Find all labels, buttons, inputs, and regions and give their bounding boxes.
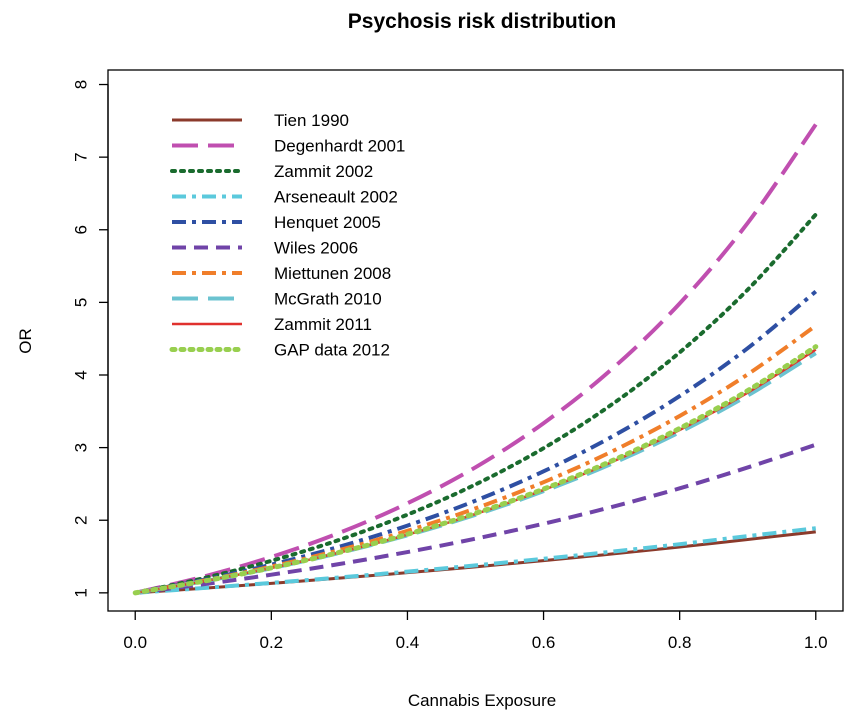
legend: Tien 1990 Degenhardt 2001 Zammit 2002 Arsen…: [169, 111, 405, 360]
y-tick-label: 6: [71, 225, 90, 234]
series-line: [132, 344, 819, 596]
legend-label: Henquet 2005: [274, 213, 381, 232]
y-tick-label: 7: [71, 152, 90, 161]
legend-label: Zammit 2002: [274, 162, 373, 181]
series-line: [134, 123, 818, 595]
legend-label: Tien 1990: [274, 111, 349, 130]
y-tick-label: 3: [71, 443, 90, 452]
series-line: [134, 442, 817, 595]
plot-frame: [107, 69, 844, 612]
legend-label: Wiles 2006: [274, 239, 358, 258]
y-tick-label: 5: [71, 298, 90, 307]
y-tick-label: 1: [71, 588, 90, 597]
x-tick-label: 1.0: [804, 633, 828, 652]
series-line: [134, 289, 818, 595]
x-tick-label: 0.0: [123, 633, 147, 652]
x-axis: 0.0 0.2 0.4 0.6 0.8 1.0: [123, 610, 828, 652]
y-axis-label: OR: [16, 328, 35, 354]
series-line: [135, 348, 817, 595]
legend-label: GAP data 2012: [274, 341, 390, 360]
x-tick-label: 0.2: [260, 633, 284, 652]
legend-label: Miettunen 2008: [274, 264, 391, 283]
x-tick-label: 0.6: [532, 633, 556, 652]
y-axis: 1 2 3 4 5 6 7 8: [71, 80, 109, 598]
y-tick-label: 2: [71, 515, 90, 524]
legend-label: Zammit 2011: [274, 315, 372, 334]
x-tick-label: 0.4: [396, 633, 420, 652]
series-line: [135, 526, 817, 595]
x-axis-label: Cannabis Exposure: [408, 691, 556, 710]
y-tick-label: 8: [71, 80, 90, 89]
legend-label: Arseneault 2002: [274, 188, 398, 207]
series-layer: [132, 123, 819, 596]
series-line: [134, 351, 817, 595]
legend-label: McGrath 2010: [274, 290, 382, 309]
series-line: [134, 323, 817, 595]
series-line: [133, 212, 818, 595]
x-tick-label: 0.8: [668, 633, 692, 652]
y-tick-label: 4: [71, 370, 90, 379]
chart-title: Psychosis risk distribution: [348, 10, 616, 33]
legend-label: Degenhardt 2001: [274, 137, 405, 156]
